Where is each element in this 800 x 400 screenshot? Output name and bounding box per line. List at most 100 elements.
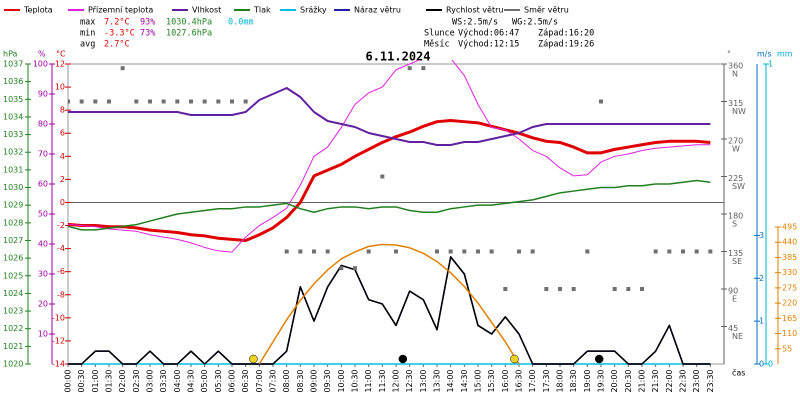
direction-point (298, 249, 303, 254)
y-tick-label: 0 (60, 198, 65, 207)
x-tick-label: 01:00 (91, 369, 100, 392)
y-tick-label: 270 (728, 137, 743, 146)
direction-point (558, 287, 562, 291)
moon-rise: Východ:12:15 (458, 40, 519, 50)
y-tick-label: SE (732, 257, 742, 266)
series-line (68, 87, 711, 146)
direction-point (435, 249, 439, 254)
direction-point (339, 266, 344, 271)
x-tick-label: 19:30 (597, 369, 606, 392)
y-tick-label: 1034 (3, 112, 23, 121)
x-tick-label: 18:30 (569, 369, 578, 392)
x-tick-label: 21:30 (651, 369, 660, 392)
x-tick-label: 20:30 (624, 369, 633, 392)
stat-pressure: 1027.6hPa (166, 29, 212, 39)
direction-point (571, 287, 576, 291)
axis-title: m/s (757, 50, 772, 59)
stat-humidity: 73% (140, 29, 155, 39)
y-tick-label: 90 (728, 287, 738, 296)
stat-label: max (80, 18, 95, 28)
series-line (68, 256, 711, 365)
direction-point (93, 99, 98, 104)
direction-point (216, 99, 221, 104)
y-tick-label: 440 (782, 238, 797, 247)
x-tick-label: 14:00 (446, 369, 455, 392)
y-tick-label: 55 (782, 344, 792, 353)
x-tick-label: 18:00 (556, 369, 565, 392)
y-tick-label: 225 (728, 174, 743, 183)
x-tick-label: 12:30 (405, 369, 414, 392)
y-tick-label: -2 (57, 221, 65, 230)
axis-title: hPa (3, 50, 18, 59)
x-tick-label: 02:00 (118, 369, 127, 392)
y-tick-label: 1029 (3, 201, 23, 210)
legend-label: Tlak (253, 6, 271, 15)
x-tick-label: 08:00 (282, 369, 291, 392)
direction-point (189, 99, 193, 104)
direction-point (530, 249, 535, 254)
x-tick-label: 09:30 (323, 369, 332, 392)
x-tick-label: 03:00 (146, 369, 155, 392)
y-tick-label: 1027 (3, 236, 23, 245)
x-tick-label: 07:00 (255, 369, 264, 392)
y-tick-label: 275 (782, 283, 797, 292)
direction-point (544, 287, 549, 291)
x-tick-label: 05:00 (200, 369, 209, 392)
direction-point (517, 249, 521, 254)
direction-point (380, 174, 385, 179)
y-tick-label: 495 (782, 223, 797, 232)
x-tick-label: 16:30 (515, 369, 524, 392)
y-tick-label: -12 (52, 336, 65, 345)
y-tick-label: 30 (38, 270, 48, 279)
y-tick-label: 1022 (3, 324, 23, 333)
direction-point (489, 249, 494, 254)
y-tick-label: 1028 (3, 218, 23, 227)
direction-point (353, 266, 357, 271)
x-tick-label: 21:00 (638, 369, 647, 392)
sun-set-dot (510, 354, 519, 364)
direction-point (708, 249, 713, 254)
x-tick-label: 04:30 (187, 369, 196, 392)
direction-point (148, 99, 152, 104)
legend-label: Vlhkost (192, 6, 221, 15)
direction-point (284, 249, 289, 254)
x-tick-label: 15:30 (487, 369, 496, 392)
y-tick-label: 8 (60, 106, 65, 115)
y-tick-label: 6 (60, 129, 65, 138)
y-tick-label: 135 (728, 249, 743, 258)
direction-point (79, 99, 84, 104)
stat-temperature: 7.2°C (104, 18, 130, 28)
y-tick-label: -14 (52, 360, 65, 369)
moon-rise-dot (398, 354, 408, 364)
direction-point (681, 249, 685, 254)
x-tick-label: 23:00 (692, 369, 701, 392)
y-tick-label: 50 (38, 210, 48, 219)
x-tick-label: 17:30 (542, 369, 551, 392)
series-line (68, 119, 711, 243)
y-tick-label: 1031 (3, 165, 23, 174)
stat-label: min (80, 29, 95, 39)
y-tick-label: 0 (768, 360, 773, 369)
stat-ws: WS:2.5m/s (452, 18, 498, 28)
direction-point (421, 66, 426, 71)
direction-point (325, 249, 330, 254)
y-tick-label: 0 (759, 360, 764, 369)
series-line (68, 60, 711, 253)
stat-rain: 0.0mm (228, 18, 254, 28)
sun-rise: Východ:06:47 (458, 29, 519, 39)
y-tick-label: 1026 (3, 254, 23, 263)
y-tick-label: 2 (60, 175, 65, 184)
x-tick-label: 11:00 (364, 369, 373, 392)
direction-point (476, 249, 480, 254)
y-tick-label: 1032 (3, 148, 23, 157)
y-tick-label: E (732, 295, 737, 304)
direction-point (394, 249, 398, 254)
direction-point (312, 249, 316, 254)
legend-label: Srážky (300, 6, 327, 15)
x-tick-label: 05:30 (214, 369, 223, 392)
y-tick-label: 220 (782, 299, 797, 308)
y-tick-label: 1023 (3, 307, 23, 316)
y-tick-label: 315 (728, 99, 743, 108)
y-tick-label: 90 (38, 90, 48, 99)
